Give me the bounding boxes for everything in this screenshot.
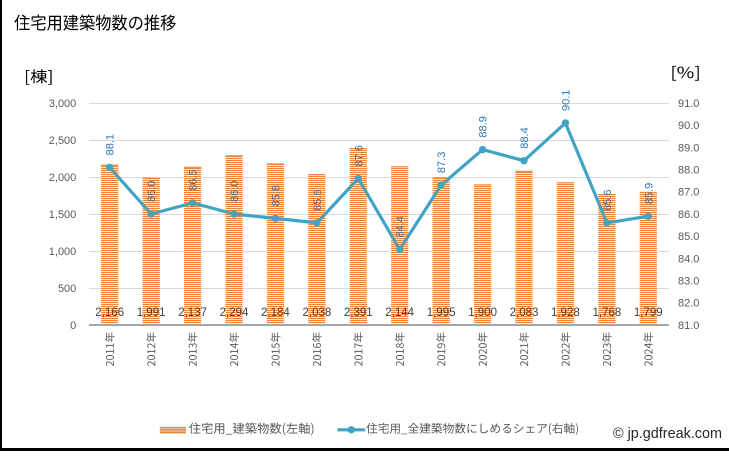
svg-text:89.0: 89.0 [678, 142, 699, 154]
svg-text:86.5: 86.5 [188, 169, 200, 190]
svg-text:85.6: 85.6 [312, 189, 324, 210]
svg-text:87.3: 87.3 [436, 152, 448, 173]
svg-text:2,038: 2,038 [303, 307, 332, 319]
svg-text:88.0: 88.0 [678, 165, 699, 177]
svg-text:85.8: 85.8 [270, 185, 282, 206]
svg-text:2,294: 2,294 [220, 307, 249, 319]
svg-text:85.0: 85.0 [678, 231, 699, 243]
svg-text:85.9: 85.9 [643, 183, 655, 204]
svg-text:2,137: 2,137 [178, 307, 207, 319]
svg-text:90.1: 90.1 [560, 90, 572, 111]
svg-text:83.0: 83.0 [678, 276, 699, 288]
svg-text:88.1: 88.1 [105, 134, 117, 155]
svg-text:85.6: 85.6 [602, 189, 614, 210]
svg-text:2,144: 2,144 [385, 307, 414, 319]
svg-text:1,928: 1,928 [551, 307, 580, 319]
svg-text:87.0: 87.0 [678, 187, 699, 199]
svg-text:1,500: 1,500 [49, 209, 77, 221]
svg-text:87.6: 87.6 [353, 145, 365, 166]
svg-text:0: 0 [70, 320, 76, 332]
svg-text:2,083: 2,083 [510, 307, 539, 319]
svg-text:82.0: 82.0 [678, 298, 699, 310]
svg-text:2,184: 2,184 [261, 307, 290, 319]
svg-text:84.4: 84.4 [395, 216, 407, 237]
svg-text:1,900: 1,900 [468, 307, 497, 319]
svg-text:2,000: 2,000 [49, 172, 77, 184]
svg-text:© jp.gdfreak.com: © jp.gdfreak.com [613, 426, 722, 442]
svg-text:3,000: 3,000 [49, 98, 77, 110]
svg-text:90.0: 90.0 [678, 120, 699, 132]
svg-text:86.0: 86.0 [229, 181, 241, 202]
svg-text:81.0: 81.0 [678, 320, 699, 332]
svg-text:84.0: 84.0 [678, 253, 699, 265]
svg-text:88.4: 88.4 [519, 127, 531, 148]
svg-text:2,500: 2,500 [49, 135, 77, 147]
svg-text:2,166: 2,166 [95, 307, 124, 319]
svg-text:1,768: 1,768 [593, 307, 622, 319]
svg-text:1,799: 1,799 [634, 307, 663, 319]
svg-text:1,991: 1,991 [137, 307, 166, 319]
svg-text:88.9: 88.9 [478, 116, 490, 137]
svg-text:1,000: 1,000 [49, 246, 77, 258]
svg-text:86.0: 86.0 [146, 181, 158, 202]
svg-text:1,995: 1,995 [427, 307, 456, 319]
svg-text:86.0: 86.0 [678, 209, 699, 221]
svg-text:2,391: 2,391 [344, 307, 373, 319]
svg-text:91.0: 91.0 [678, 98, 699, 110]
svg-text:500: 500 [58, 283, 76, 295]
